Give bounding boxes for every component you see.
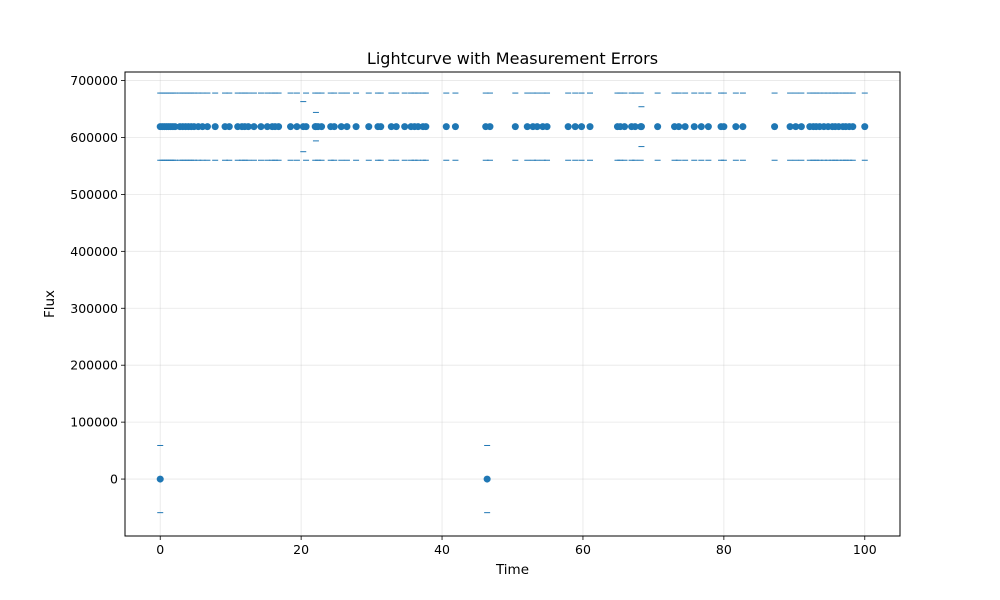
x-tick-label: 100 [853,542,877,557]
data-point [422,123,430,131]
data-point [631,123,639,131]
y-tick-label: 0 [110,472,118,487]
x-tick-label: 20 [293,542,309,557]
y-axis-ticks: 0 100000 200000 300000 400000 500000 600000 700… [70,73,125,487]
data-point [203,123,211,131]
data-point [387,123,395,131]
data-point [732,123,740,131]
data-point [486,123,494,131]
data-point [681,123,689,131]
data-point [861,123,869,131]
data-point [318,123,326,131]
data-point [275,123,283,131]
data-point [771,123,779,131]
data-point [299,123,307,131]
grid-lines [125,72,900,536]
y-tick-label: 400000 [70,244,118,259]
data-point [543,123,551,131]
data-point [225,123,233,131]
data-point [720,123,728,131]
data-point [199,123,206,131]
data-point [578,123,586,131]
data-point [263,123,271,131]
x-axis-ticks: 0 20 40 60 80 100 [156,536,877,557]
data-point [401,123,409,131]
data-point [343,123,351,131]
data-points [156,123,869,483]
data-point [312,123,320,131]
data-point [571,123,579,131]
data-point [586,123,594,131]
data-point [690,123,698,131]
data-point [792,123,800,131]
data-point [675,123,683,131]
data-point [352,123,360,131]
data-point [704,123,712,131]
y-tick-label: 500000 [70,187,118,202]
data-point [637,123,645,131]
y-axis-label: Flux [42,290,58,318]
plot-frame [124,71,901,537]
data-point [257,123,265,131]
y-tick-label: 100000 [70,415,118,430]
data-point [171,123,179,131]
data-point [621,123,629,131]
x-tick-label: 40 [434,542,450,557]
data-point [797,123,805,131]
x-tick-label: 60 [575,542,591,557]
data-point [365,123,373,131]
data-point [442,123,450,131]
y-tick-label: 300000 [70,301,118,316]
data-point [451,123,459,131]
data-point [697,123,705,131]
x-tick-label: 0 [156,542,164,557]
data-point [287,123,295,131]
data-point [533,123,541,131]
y-tick-label: 600000 [70,130,118,145]
data-point [739,123,747,131]
data-point [654,123,662,131]
data-point [156,475,164,483]
y-tick-label: 700000 [70,73,118,88]
data-point [523,123,531,131]
data-point [483,475,491,483]
data-point [293,123,301,131]
chart-title: Lightcurve with Measurement Errors [367,49,658,68]
data-point [337,123,345,131]
data-point [377,123,385,131]
error-bars [157,92,868,514]
data-point [564,123,572,131]
data-point [330,123,338,131]
data-point [849,123,857,131]
data-point [392,123,400,131]
data-point [244,123,252,131]
data-point [211,123,219,131]
x-axis-label: Time [495,562,529,578]
data-point [414,123,422,131]
data-point [511,123,519,131]
x-tick-label: 80 [716,542,732,557]
data-point [250,123,258,131]
y-tick-label: 200000 [70,358,118,373]
data-point [786,123,794,131]
